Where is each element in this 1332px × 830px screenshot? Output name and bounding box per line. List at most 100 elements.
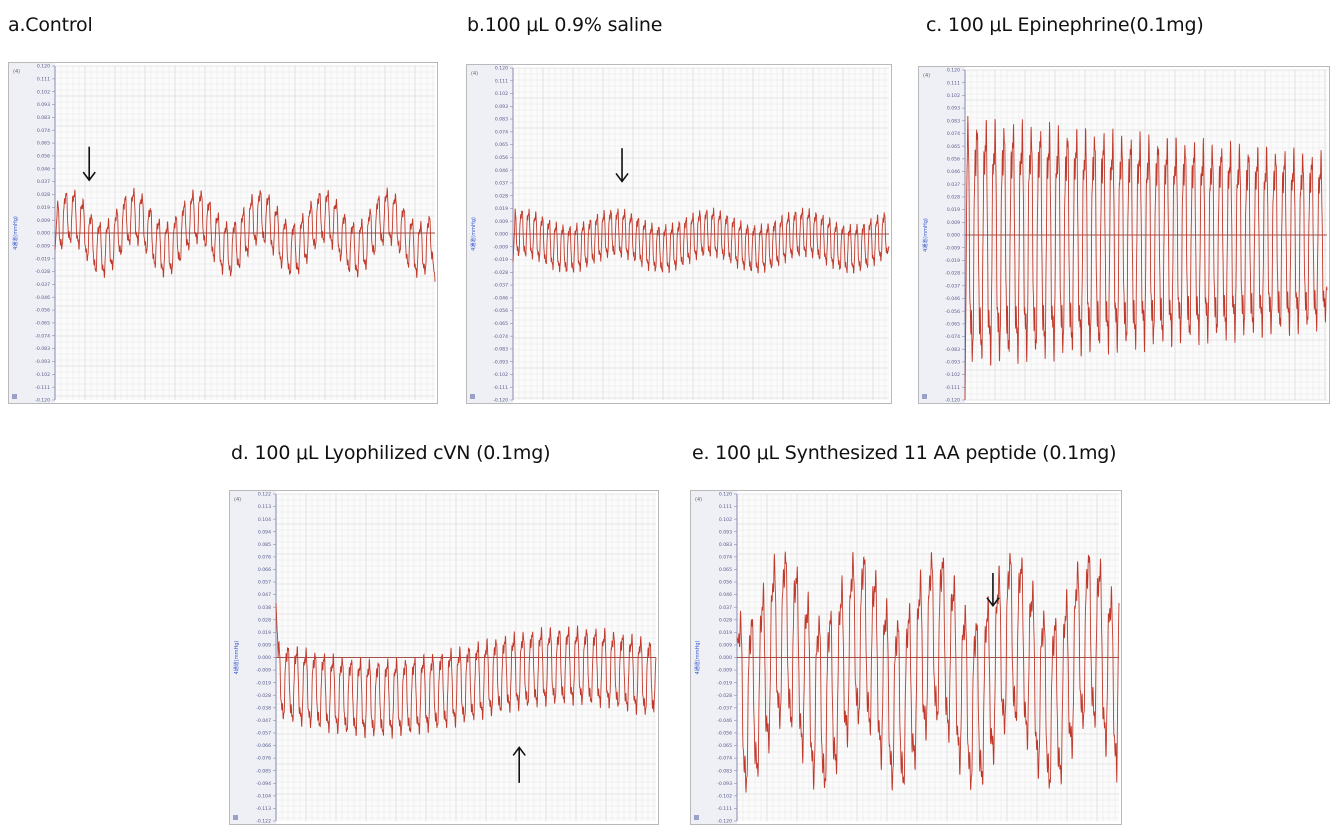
y-tick-label: -0.037 bbox=[493, 283, 508, 289]
y-tick-label: 0.111 bbox=[495, 78, 508, 84]
y-tick-label: 0.120 bbox=[495, 66, 508, 72]
y-tick-label: 0.019 bbox=[37, 205, 50, 211]
series-line bbox=[964, 116, 1328, 401]
y-tick-label: -0.019 bbox=[945, 258, 960, 264]
y-tick-label: -0.083 bbox=[945, 347, 960, 353]
y-axis-label: 4通道(mmHg) bbox=[922, 218, 929, 252]
channel-label: (4) bbox=[234, 497, 241, 503]
y-tick-label: -0.074 bbox=[493, 334, 508, 340]
y-tick-label: -0.074 bbox=[945, 334, 960, 340]
y-tick-label: -0.057 bbox=[256, 731, 271, 737]
y-tick-label: -0.066 bbox=[256, 743, 271, 749]
y-tick-label: 0.056 bbox=[37, 154, 50, 160]
y-tick-label: 0.000 bbox=[947, 233, 960, 239]
y-tick-label: -0.083 bbox=[35, 346, 50, 352]
y-tick-label: 0.000 bbox=[495, 232, 508, 238]
y-tick-label: -0.028 bbox=[35, 269, 50, 275]
axis-gutter bbox=[230, 491, 276, 824]
y-tick-label: 0.102 bbox=[37, 89, 50, 95]
chart-b: 0.120 0.111 0.102 0.093 0.083 0.074 0.065 0.056… bbox=[467, 65, 890, 403]
series-line bbox=[54, 187, 436, 282]
y-tick-label: -0.019 bbox=[717, 680, 732, 686]
chart-c: 0.120 0.111 0.102 0.093 0.083 0.074 0.065 0.056… bbox=[919, 67, 1328, 403]
y-tick-label: 0.046 bbox=[719, 592, 732, 598]
series-line bbox=[736, 551, 1120, 793]
y-tick-label: -0.028 bbox=[945, 271, 960, 277]
y-tick-label: -0.083 bbox=[717, 768, 732, 774]
y-tick-label: 0.009 bbox=[947, 220, 960, 226]
y-tick-label: -0.019 bbox=[256, 680, 271, 686]
y-tick-label: -0.122 bbox=[256, 819, 271, 824]
y-tick-label: 0.093 bbox=[947, 106, 960, 112]
caption-b: b.100 μL 0.9% saline bbox=[467, 14, 663, 36]
chart-panel-a: 0.120 0.111 0.102 0.093 0.083 0.074 0.065 0.056… bbox=[8, 62, 438, 404]
y-tick-label: -0.111 bbox=[493, 385, 508, 391]
y-tick-label: -0.037 bbox=[35, 282, 50, 288]
y-tick-label: 0.120 bbox=[947, 68, 960, 74]
y-tick-label: -0.120 bbox=[493, 398, 508, 403]
y-tick-label: 0.074 bbox=[947, 131, 960, 137]
y-tick-label: -0.009 bbox=[35, 243, 50, 249]
y-tick-label: -0.111 bbox=[717, 806, 732, 812]
y-tick-label: 0.102 bbox=[947, 93, 960, 99]
y-tick-label: 0.111 bbox=[947, 80, 960, 86]
y-tick-label: 0.120 bbox=[37, 64, 50, 70]
y-tick-label: 0.009 bbox=[719, 643, 732, 649]
scroll-marker bbox=[470, 394, 475, 399]
chart-panel-d: 0.122 0.113 0.104 0.094 0.085 0.076 0.066 0.057… bbox=[229, 490, 659, 825]
scroll-marker bbox=[233, 815, 238, 820]
y-tick-label: 0.120 bbox=[719, 492, 732, 498]
y-axis-label: 4通道(mmHg) bbox=[470, 217, 477, 251]
arrow-down-icon bbox=[615, 148, 629, 183]
y-tick-label: 0.056 bbox=[719, 580, 732, 586]
y-tick-label: 0.056 bbox=[495, 155, 508, 161]
y-tick-label: 0.066 bbox=[258, 567, 271, 573]
y-tick-label: -0.009 bbox=[945, 245, 960, 251]
y-tick-label: -0.074 bbox=[35, 333, 50, 339]
y-tick-label: -0.047 bbox=[256, 718, 271, 724]
y-tick-label: 0.019 bbox=[947, 207, 960, 213]
y-tick-label: 0.000 bbox=[719, 655, 732, 661]
y-tick-label: 0.065 bbox=[719, 567, 732, 573]
y-tick-label: 0.057 bbox=[258, 580, 271, 586]
grid bbox=[275, 493, 656, 821]
y-tick-label: -0.056 bbox=[945, 309, 960, 315]
y-tick-label: 0.074 bbox=[37, 128, 50, 134]
scroll-marker bbox=[694, 815, 699, 820]
y-tick-label: 0.083 bbox=[947, 118, 960, 124]
scroll-marker bbox=[922, 394, 927, 399]
y-tick-label: 0.028 bbox=[258, 617, 271, 623]
chart-panel-e: 0.120 0.111 0.102 0.093 0.083 0.074 0.065 0.056… bbox=[690, 490, 1122, 825]
y-tick-label: 0.102 bbox=[495, 91, 508, 97]
y-tick-label: -0.093 bbox=[493, 359, 508, 365]
y-tick-label: -0.037 bbox=[945, 283, 960, 289]
y-tick-label: -0.085 bbox=[256, 768, 271, 774]
arrow-down-icon bbox=[986, 573, 1000, 608]
y-axis-label: 4通道(mmHg) bbox=[694, 641, 701, 675]
y-tick-label: -0.093 bbox=[717, 781, 732, 787]
y-tick-label: -0.037 bbox=[717, 705, 732, 711]
channel-label: (4) bbox=[923, 73, 930, 79]
y-tick-label: -0.028 bbox=[493, 270, 508, 276]
caption-c: c. 100 μL Epinephrine(0.1mg) bbox=[926, 14, 1204, 36]
chart-panel-c: 0.120 0.111 0.102 0.093 0.083 0.074 0.065 0.056… bbox=[918, 66, 1330, 404]
series-line bbox=[512, 207, 890, 274]
y-tick-label: 0.074 bbox=[495, 129, 508, 135]
y-tick-label: 0.046 bbox=[947, 169, 960, 175]
y-tick-label: -0.019 bbox=[35, 256, 50, 262]
chart-e: 0.120 0.111 0.102 0.093 0.083 0.074 0.065 0.056… bbox=[691, 491, 1120, 824]
y-tick-label: 0.037 bbox=[947, 182, 960, 188]
y-tick-label: 0.085 bbox=[258, 542, 271, 548]
y-tick-label: -0.083 bbox=[493, 347, 508, 353]
y-tick-label: -0.104 bbox=[256, 793, 271, 799]
y-tick-label: -0.094 bbox=[256, 781, 271, 787]
y-tick-label: -0.056 bbox=[493, 308, 508, 314]
y-tick-label: 0.113 bbox=[258, 504, 271, 510]
y-tick-label: -0.056 bbox=[35, 308, 50, 314]
y-tick-label: -0.120 bbox=[35, 398, 50, 403]
y-tick-label: 0.019 bbox=[719, 630, 732, 636]
y-axis-label: 4通道(mmHg) bbox=[12, 216, 19, 250]
y-tick-label: 0.028 bbox=[495, 193, 508, 199]
y-tick-label: 0.065 bbox=[495, 142, 508, 148]
y-tick-label: 0.009 bbox=[258, 643, 271, 649]
